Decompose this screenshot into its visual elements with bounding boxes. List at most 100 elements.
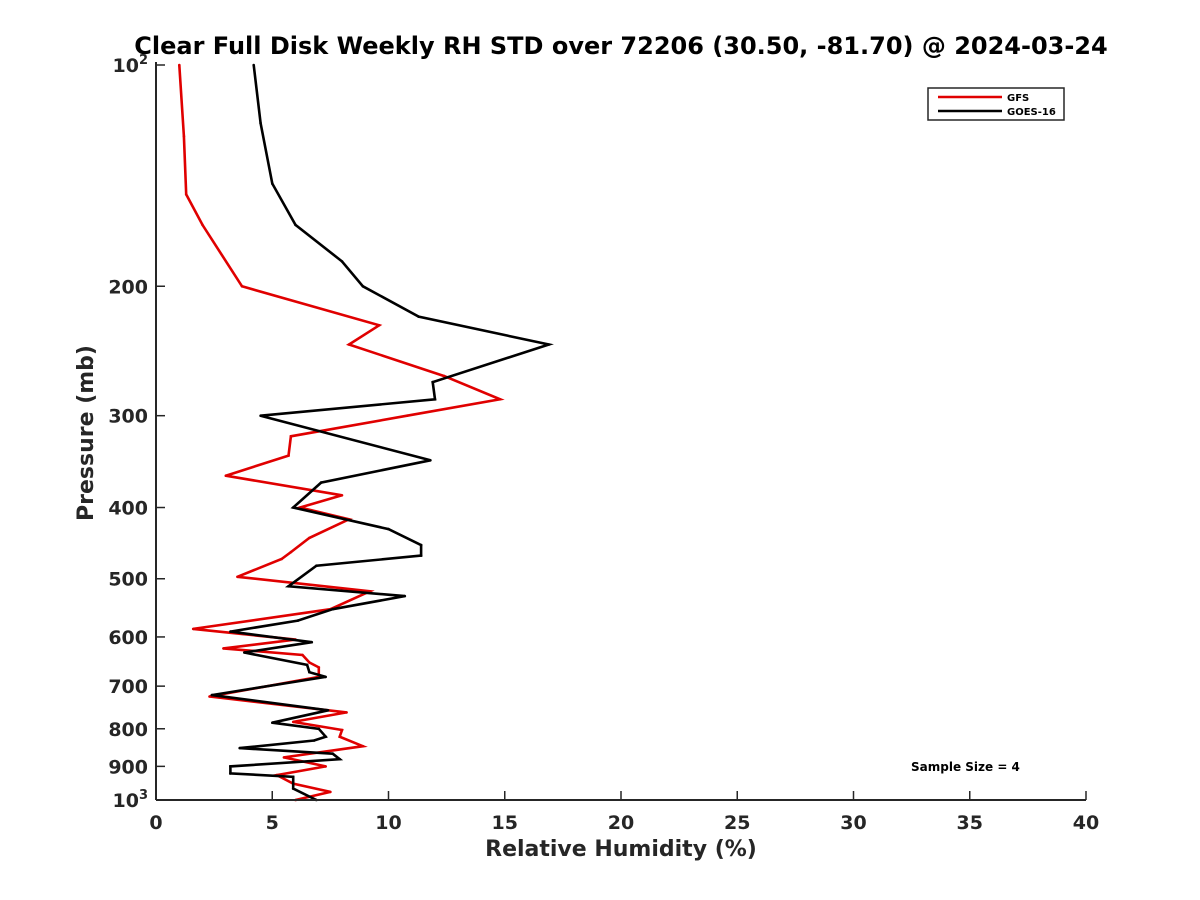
y-tick-label: 400 <box>108 498 148 520</box>
data-point-goes16 <box>338 757 342 761</box>
plot-area <box>178 63 554 802</box>
x-tick-label: 25 <box>724 812 750 834</box>
data-point-gfs <box>178 63 181 67</box>
y-tick-label: 102 <box>113 53 149 77</box>
chart-title: Clear Full Disk Weekly RH STD over 72206… <box>134 32 1107 60</box>
y-tick-label: 700 <box>108 676 148 698</box>
data-point-goes16 <box>238 746 241 750</box>
data-point-goes16 <box>361 285 365 288</box>
data-point-gfs <box>405 414 409 418</box>
x-tick-label: 30 <box>840 812 866 834</box>
data-point-gfs <box>345 711 348 714</box>
data-point-goes16 <box>326 709 330 712</box>
data-point-goes16 <box>210 693 214 697</box>
data-point-gfs <box>308 661 311 664</box>
data-point-gfs <box>443 374 446 378</box>
data-point-goes16 <box>324 735 328 738</box>
y-tick-label: 200 <box>108 276 148 298</box>
legend-label-goes16: GOES-16 <box>1007 107 1056 118</box>
data-point-goes16 <box>429 459 432 462</box>
data-point-goes16 <box>305 663 309 667</box>
data-point-goes16 <box>419 554 423 557</box>
y-tick-label: 900 <box>108 756 148 778</box>
x-axis-label: Relative Humidity (%) <box>485 837 757 862</box>
data-point-goes16 <box>271 721 274 724</box>
legend: GFS GOES-16 <box>927 87 1065 121</box>
data-point-goes16 <box>287 585 290 588</box>
y-axis-label: Pressure (mb) <box>74 345 99 521</box>
data-point-gfs <box>289 435 293 438</box>
data-point-gfs <box>222 647 225 650</box>
data-point-goes16 <box>317 727 321 731</box>
data-point-gfs <box>236 575 239 579</box>
data-point-goes16 <box>431 380 435 384</box>
y-tick-label: 500 <box>108 569 148 591</box>
data-point-goes16 <box>259 414 262 418</box>
x-tick-label: 40 <box>1073 812 1099 834</box>
data-point-gfs <box>377 324 381 327</box>
data-point-goes16 <box>340 260 344 263</box>
x-tick-label: 20 <box>608 812 634 834</box>
data-point-gfs <box>308 536 311 540</box>
legend-box <box>927 87 1065 121</box>
data-point-goes16 <box>229 765 232 768</box>
x-ticks: 0 5 10 15 20 25 30 35 40 <box>149 791 1099 834</box>
data-point-goes16 <box>387 527 390 531</box>
data-point-gfs <box>287 454 290 457</box>
data-point-goes16 <box>310 640 314 644</box>
x-tick-label: 35 <box>957 812 983 834</box>
axes <box>155 62 1086 801</box>
y-tick-label: 103 <box>113 788 149 812</box>
data-point-gfs <box>338 735 342 738</box>
x-tick-label: 0 <box>149 812 162 834</box>
data-point-gfs <box>201 223 204 227</box>
data-point-gfs <box>317 666 321 669</box>
data-point-goes16 <box>294 223 297 227</box>
y-tick-label: 300 <box>108 406 148 428</box>
data-point-gfs <box>240 285 244 288</box>
data-point-goes16 <box>403 594 407 598</box>
data-point-gfs <box>289 550 293 554</box>
data-point-goes16 <box>296 619 300 622</box>
data-point-gfs <box>329 790 332 794</box>
data-point-goes16 <box>259 121 262 125</box>
data-point-gfs <box>324 765 328 768</box>
data-point-goes16 <box>312 739 316 742</box>
data-point-goes16 <box>324 675 328 679</box>
data-point-gfs <box>280 557 283 561</box>
data-point-goes16 <box>331 607 335 611</box>
data-point-gfs <box>340 494 344 497</box>
data-point-goes16 <box>319 481 323 484</box>
series-line-gfs <box>178 64 505 802</box>
data-point-gfs <box>282 756 286 759</box>
data-point-goes16 <box>547 343 551 346</box>
data-point-gfs <box>182 134 186 138</box>
data-point-gfs <box>340 728 344 732</box>
x-tick-label: 15 <box>492 812 518 834</box>
legend-label-gfs: GFS <box>1007 93 1029 104</box>
data-point-goes16 <box>419 543 423 547</box>
series-line-goes16 <box>211 64 554 802</box>
data-point-gfs <box>291 720 295 724</box>
data-point-gfs <box>498 398 502 401</box>
data-point-gfs <box>184 193 188 196</box>
data-point-goes16 <box>229 772 232 775</box>
data-point-goes16 <box>291 787 295 790</box>
x-tick-label: 10 <box>375 812 401 834</box>
data-point-goes16 <box>315 564 318 567</box>
data-point-goes16 <box>433 398 437 401</box>
x-tick-label: 5 <box>266 812 279 834</box>
data-point-goes16 <box>243 651 246 654</box>
data-point-goes16 <box>417 315 421 319</box>
data-point-goes16 <box>331 752 335 755</box>
sample-size-annotation: Sample Size = 4 <box>911 760 1020 774</box>
data-point-gfs <box>301 653 304 657</box>
data-point-gfs <box>347 343 351 346</box>
data-point-goes16 <box>252 63 255 67</box>
y-tick-label: 600 <box>108 627 148 649</box>
y-tick-label: 800 <box>108 719 148 741</box>
data-point-gfs <box>361 744 365 748</box>
data-point-gfs <box>191 627 195 631</box>
data-point-goes16 <box>229 630 232 633</box>
